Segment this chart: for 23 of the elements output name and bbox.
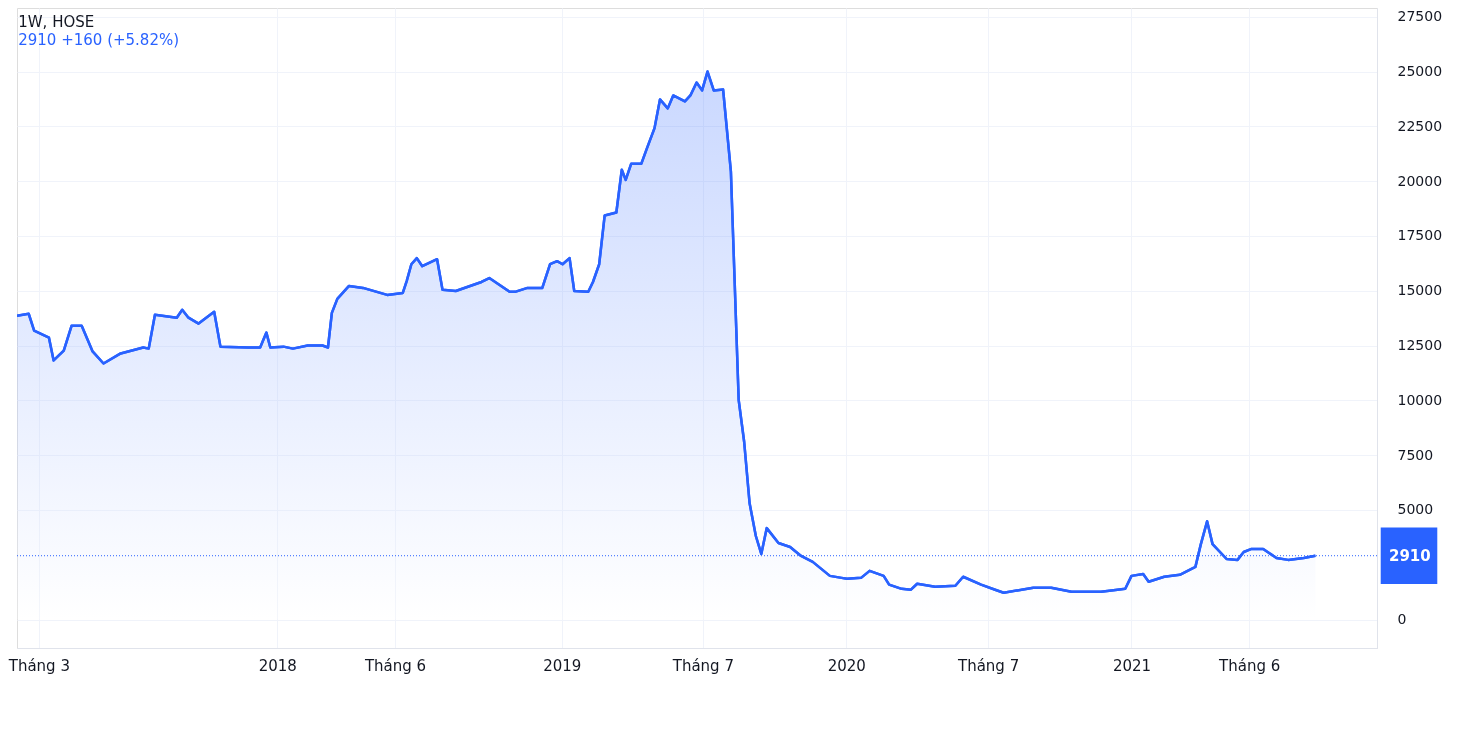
x-tick-label: Tháng 7 [956, 656, 1020, 675]
y-tick-label: 17500 [1397, 227, 1443, 244]
x-tick-label: Tháng 6 [1218, 656, 1281, 675]
y-tick-label: 12500 [1397, 337, 1443, 354]
y-tick-label: 20000 [1397, 172, 1443, 189]
x-tick-label: Tháng 6 [363, 656, 427, 675]
y-tick-label: 5000 [1397, 501, 1434, 518]
y-tick-label: 22500 [1397, 117, 1443, 134]
x-tick-label: 2018 [258, 656, 297, 675]
y-tick-label: 25000 [1397, 63, 1443, 80]
ref-line-label: 2910 [1389, 546, 1431, 565]
x-tick-label: Tháng 3 [7, 656, 70, 675]
x-tick-label: Tháng 7 [671, 656, 734, 675]
x-tick-label: 2020 [827, 656, 866, 675]
y-tick-label: 0 [1397, 611, 1407, 628]
y-tick-label: 7500 [1397, 446, 1434, 463]
y-tick-label: 10000 [1397, 391, 1443, 408]
text: 2910 +160 (+5.82%) [18, 31, 180, 49]
x-tick-label: 2021 [1112, 656, 1152, 675]
chart-title: 1W, HOSE [18, 13, 95, 31]
y-tick-label: 15000 [1397, 282, 1443, 299]
y-tick-label: 27500 [1397, 8, 1443, 25]
x-tick-label: 2019 [543, 656, 582, 675]
